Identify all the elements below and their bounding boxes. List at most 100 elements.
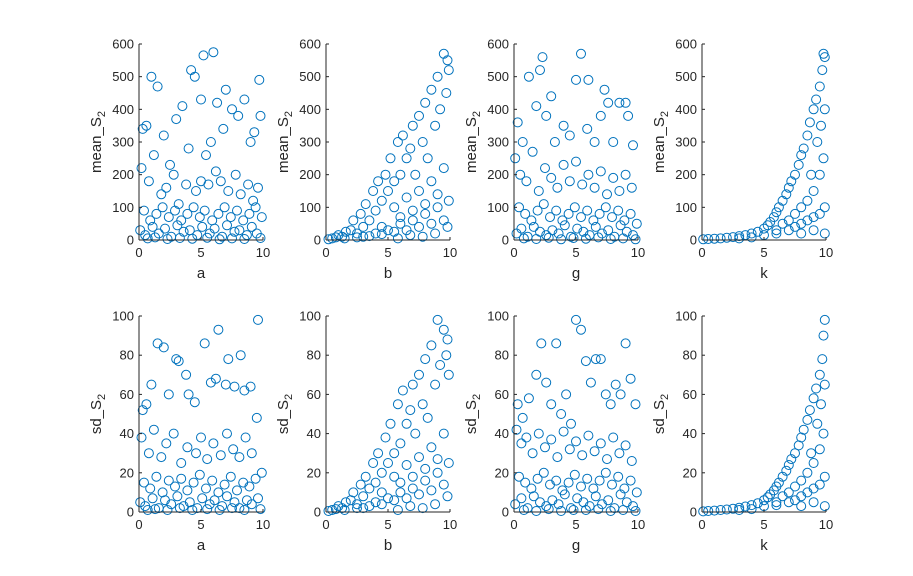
y-axis-label: sd_S2 <box>88 394 108 434</box>
data-point <box>219 479 230 490</box>
x-axis-label: b <box>384 537 392 554</box>
data-point <box>395 438 406 449</box>
data-point <box>443 369 454 380</box>
data-point <box>546 172 557 183</box>
data-point <box>818 330 829 341</box>
data-point <box>432 314 443 325</box>
data-point <box>546 399 557 410</box>
y-tick-label: 20 <box>683 465 697 480</box>
data-point <box>223 186 234 196</box>
data-point <box>360 471 371 482</box>
data-point <box>626 456 637 466</box>
data-point <box>147 221 158 232</box>
data-point <box>563 477 574 488</box>
data-point <box>213 487 224 498</box>
data-point <box>796 501 807 512</box>
data-point <box>395 477 406 488</box>
data-point <box>156 189 167 200</box>
data-point <box>414 452 424 463</box>
data-point <box>802 414 813 425</box>
data-point <box>358 503 369 514</box>
data-point <box>715 505 726 515</box>
data-point <box>441 350 452 361</box>
data-point <box>545 212 555 223</box>
data-points <box>510 314 642 516</box>
data-point <box>339 505 350 515</box>
y-tick-label: 300 <box>299 135 321 150</box>
data-point <box>417 231 428 242</box>
data-point <box>547 495 558 506</box>
y-tick-label: 500 <box>487 69 509 84</box>
data-point <box>808 212 819 223</box>
data-point <box>594 475 605 486</box>
data-point <box>414 186 424 196</box>
data-point <box>819 471 830 482</box>
data-point <box>783 182 794 193</box>
data-points <box>135 47 267 245</box>
data-point <box>759 495 769 506</box>
y-tick-label: 100 <box>675 200 697 215</box>
data-point <box>623 110 634 121</box>
data-point <box>630 506 641 516</box>
data-point <box>614 186 625 196</box>
data-point <box>202 232 213 243</box>
data-point <box>207 475 218 486</box>
data-point <box>746 228 757 239</box>
data-point <box>625 208 636 219</box>
data-point <box>136 432 147 443</box>
data-point <box>556 506 567 516</box>
data-point <box>373 176 384 187</box>
data-point <box>173 356 184 367</box>
data-point <box>590 354 601 365</box>
data-points <box>698 314 830 517</box>
data-point <box>580 356 591 367</box>
y-tick-label: 60 <box>307 387 321 402</box>
data-point <box>168 169 179 180</box>
data-point <box>589 182 600 193</box>
data-point <box>158 342 169 353</box>
data-point <box>553 499 564 510</box>
data-point <box>817 354 828 365</box>
data-point <box>389 176 400 187</box>
data-point <box>443 195 454 206</box>
data-point <box>141 120 152 131</box>
data-point <box>543 232 554 243</box>
data-point <box>162 505 173 515</box>
data-point <box>389 471 400 482</box>
y-tick-label: 100 <box>112 309 134 324</box>
data-point <box>417 503 428 514</box>
data-point <box>796 475 807 486</box>
data-point <box>182 442 193 453</box>
data-point <box>817 65 828 76</box>
data-point <box>199 205 210 216</box>
data-point <box>517 137 528 147</box>
y-tick-label: 200 <box>487 167 509 182</box>
data-point <box>625 475 636 486</box>
data-point <box>619 483 630 494</box>
data-points <box>323 314 454 516</box>
data-point <box>607 479 617 490</box>
data-point <box>176 473 187 484</box>
data-point <box>376 487 387 498</box>
data-point <box>171 354 182 365</box>
data-point <box>182 485 193 496</box>
data-point <box>225 471 236 482</box>
data-point <box>229 226 240 237</box>
y-tick-label: 400 <box>299 102 321 117</box>
data-point <box>432 202 443 213</box>
data-point <box>218 123 229 134</box>
data-point <box>551 205 562 216</box>
data-point <box>370 228 381 239</box>
data-point <box>607 212 617 223</box>
data-point <box>521 432 532 443</box>
data-point <box>762 492 773 503</box>
y-tick-label: 60 <box>683 387 697 402</box>
y-tick-label: 40 <box>683 426 697 441</box>
data-point <box>153 228 164 239</box>
data-point <box>808 186 819 196</box>
x-tick-label: 5 <box>197 517 204 532</box>
data-point <box>410 169 421 180</box>
